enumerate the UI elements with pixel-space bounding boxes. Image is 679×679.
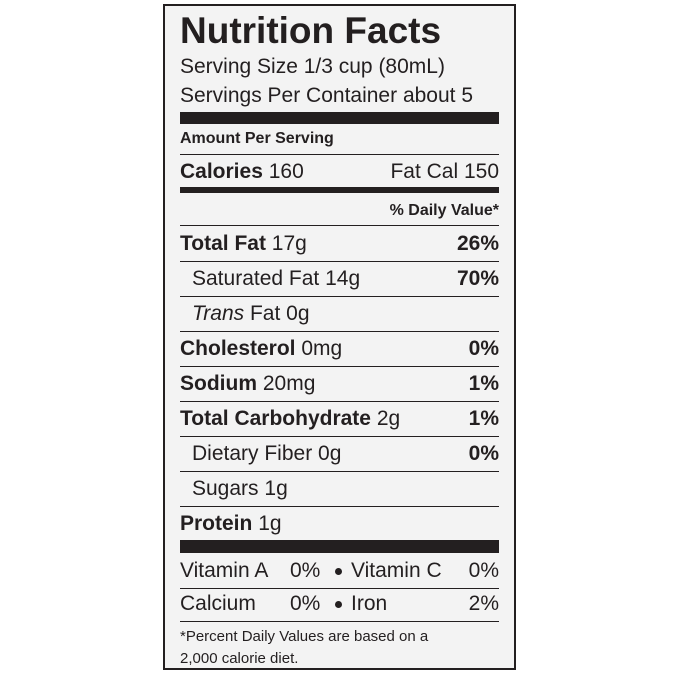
nutrient-row: Total Fat 17g 26% — [180, 226, 499, 262]
amount-per-serving: Amount Per Serving — [180, 130, 334, 147]
nutrient-amount: 0g — [318, 442, 342, 465]
nutrient-amount: 2g — [376, 407, 401, 430]
nutrient-name: Fat — [249, 302, 281, 325]
vitamin-dv: 0% — [290, 559, 321, 582]
bullet: Iron — [326, 586, 387, 621]
nutrient-row: Sodium 20mg 1% — [180, 366, 499, 402]
calories-label: Calories — [180, 160, 263, 183]
nutrient-amount: 14g — [325, 267, 361, 290]
calories: Calories 160 — [180, 160, 304, 184]
nutrient-name: Dietary Fiber — [192, 442, 313, 465]
thick-bar — [180, 540, 499, 553]
nutrient-row: Dietary Fiber 0g 0% — [180, 436, 499, 472]
vitamin-name: Iron — [351, 592, 388, 615]
nutrient-name: Sodium — [180, 372, 257, 395]
serving-size: Serving Size 1/3 cup (80mL) — [180, 55, 445, 78]
title: Nutrition Facts — [180, 10, 442, 51]
daily-value: 1% — [468, 407, 499, 430]
bullet-dot — [335, 600, 342, 608]
fat-calories: Fat Cal 150 — [390, 160, 499, 183]
vitamin-dv: 0% — [468, 559, 499, 582]
vitamin-row: Calcium 0% Iron 2% — [180, 586, 499, 622]
vitamin-name: Vitamin A — [180, 559, 269, 582]
thick-bar — [180, 112, 499, 124]
rule — [180, 154, 499, 155]
daily-value: 0% — [468, 442, 499, 465]
nutrient-row: Trans Fat 0g — [180, 296, 499, 332]
servings-per-container: Servings Per Container about 5 — [180, 84, 474, 107]
vitamin-dv: 2% — [468, 592, 499, 615]
daily-value: 26% — [456, 232, 499, 255]
vitamin-row: Vitamin A 0% Vitamin C 0% — [180, 553, 499, 589]
daily-value: 1% — [468, 372, 499, 395]
bullet: Vitamin C — [326, 553, 442, 588]
daily-value: 0% — [468, 337, 499, 360]
calories-value: 160 — [268, 160, 304, 183]
footnote: *Percent Daily Values are based on a 2,0… — [180, 628, 429, 667]
vitamin-name: Calcium — [180, 592, 256, 615]
nutrient-row: Sugars 1g — [180, 471, 499, 507]
nutrient-name: Total Fat — [180, 232, 266, 255]
nutrient-name-italic: Trans — [192, 302, 245, 325]
vitamin-name: Vitamin C — [351, 559, 442, 582]
nutrient-amount: 1g — [258, 512, 282, 535]
nutrient-name: Protein — [180, 512, 253, 535]
nutrient-amount: 0g — [286, 302, 310, 325]
nutrient-name: Sugars — [192, 477, 259, 500]
nutrient-row: Protein 1g — [180, 506, 499, 541]
nutrient-name: Saturated Fat — [192, 267, 320, 290]
medium-bar — [180, 187, 499, 193]
nutrient-amount: 20mg — [262, 372, 316, 395]
nutrient-row: Cholesterol 0mg 0% — [180, 331, 499, 367]
nutrient-name: Total Carbohydrate — [180, 407, 371, 430]
nutrient-name: Cholesterol — [180, 337, 296, 360]
vitamin-dv: 0% — [290, 592, 321, 615]
daily-value-header: % Daily Value* — [389, 202, 499, 219]
nutrient-amount: 17g — [271, 232, 307, 255]
nutrition-label: Nutrition Facts Serving Size 1/3 cup (80… — [163, 4, 516, 670]
rule — [180, 225, 499, 226]
nutrient-row: Saturated Fat 14g 70% — [180, 261, 499, 297]
nutrient-amount: 1g — [264, 477, 288, 500]
nutrient-amount: 0mg — [301, 337, 343, 360]
nutrient-row: Total Carbohydrate 2g 1% — [180, 401, 499, 437]
bullet-dot — [335, 567, 342, 575]
daily-value: 70% — [456, 267, 499, 290]
